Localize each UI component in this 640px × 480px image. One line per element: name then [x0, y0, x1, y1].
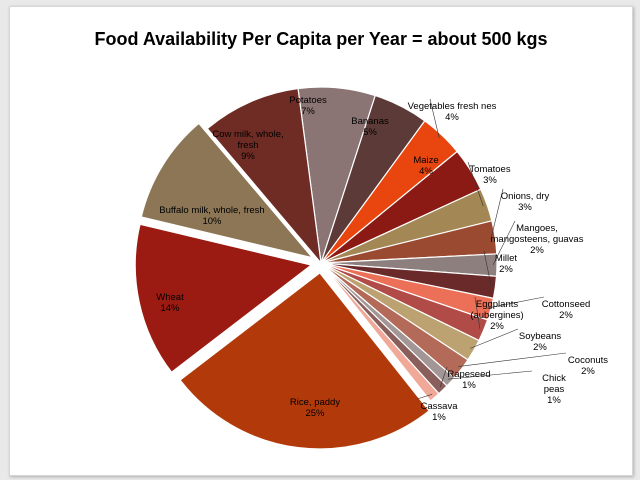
slice-label-cassava: Cassava 1%	[421, 401, 459, 423]
slice-label-vegetables-fresh-nes: Vegetables fresh nes 4%	[408, 101, 497, 123]
leader-line-onions-dry	[490, 188, 504, 238]
slice-label-eggplants-aubergines: Eggplants (aubergines) 2%	[470, 299, 523, 332]
pie-slice-buffalo-milk-whole-fresh	[140, 122, 315, 259]
leader-line-chick-peas	[447, 370, 533, 380]
slice-label-mangoes-mangosteens-guavas: Mangoes, mangosteens, guavas 2%	[491, 223, 584, 256]
slice-label-chick-peas: Chick peas 1%	[542, 373, 566, 406]
slice-label-soybeans: Soybeans 2%	[519, 331, 562, 353]
leader-line-rapeseed	[439, 366, 448, 388]
slice-label-cow-milk-whole-fresh: Cow milk, whole, fresh 9%	[212, 129, 283, 162]
slice-label-millet: Millet 2%	[495, 253, 518, 275]
slice-label-cottonseed: Cottonseed 2%	[542, 299, 591, 321]
leader-line-millet	[483, 250, 492, 287]
pie-chart: Potatoes 7% Bananas 5% Vegetables fresh nes 4…	[134, 86, 608, 450]
leader-line-cottonseed	[486, 296, 545, 309]
leader-line-cassava	[416, 394, 433, 400]
slice-label-tomatoes: Tomatoes 3%	[469, 164, 510, 186]
leader-line-soybeans	[470, 328, 519, 349]
pie-slice-cassava	[320, 262, 440, 402]
leader-line-tomatoes	[467, 161, 484, 207]
slice-label-potatoes: Potatoes 7%	[289, 95, 327, 117]
chart-title: Food Availability Per Capita per Year = …	[94, 29, 548, 49]
slice-label-buffalo-milk-whole-fresh: Buffalo milk, whole, fresh 10%	[159, 205, 264, 227]
slice-label-wheat: Wheat 14%	[156, 292, 184, 314]
slice-label-rapeseed: Rapeseed 1%	[447, 369, 490, 391]
slice-label-coconuts: Coconuts 2%	[568, 355, 608, 377]
slice-label-bananas: Bananas 5%	[351, 116, 389, 138]
pie-slice-wheat	[134, 223, 313, 374]
leader-line-vegetables-fresh-nes	[429, 98, 440, 139]
leader-line-mangoes-mangosteens-guavas	[492, 220, 516, 266]
slide: Food Availability Per Capita per Year = …	[9, 6, 633, 476]
pie-slice-rice-paddy	[179, 272, 430, 450]
leader-line-eggplants-aubergines	[474, 296, 481, 329]
slice-label-maize: Maize 4%	[413, 155, 438, 177]
leader-line-coconuts	[458, 352, 567, 367]
slice-label-rice-paddy: Rice, paddy 25%	[290, 397, 340, 419]
pie-slice-cow-milk-whole-fresh	[206, 87, 322, 265]
slice-label-onions-dry: Onions, dry 3%	[501, 191, 550, 213]
